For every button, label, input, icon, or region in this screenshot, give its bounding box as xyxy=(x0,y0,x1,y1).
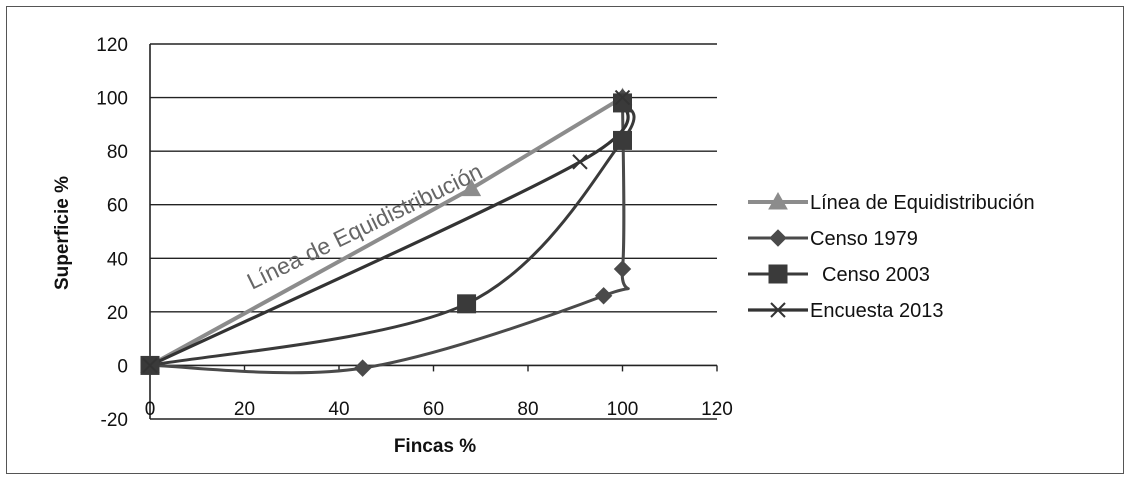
y-tick-label: 100 xyxy=(96,89,128,110)
data-point-marker xyxy=(142,357,158,374)
legend-label: Censo 1979 xyxy=(810,228,918,250)
x-tick-label: 120 xyxy=(701,399,733,420)
y-tick-label: 80 xyxy=(107,142,128,163)
legend-marker xyxy=(770,302,786,318)
series-line xyxy=(149,95,624,368)
data-point-marker xyxy=(461,178,482,197)
legend-label: Línea de Equidistribución xyxy=(810,192,1035,214)
x-tick-label: 100 xyxy=(607,399,639,420)
series-line xyxy=(149,102,636,367)
y-tick-label: 40 xyxy=(107,249,128,270)
legend-label: Censo 2003 xyxy=(822,264,930,286)
x-tick-label: 80 xyxy=(517,399,538,420)
x-tick-label: 20 xyxy=(234,399,255,420)
data-point-marker xyxy=(614,89,631,106)
legend: Línea de Equidistribución Censo 1979 Censo… xyxy=(748,191,1035,322)
legend-marker xyxy=(768,191,788,210)
tick-labels: -20 0 20 40 60 80 100 120 0 20 40 60 80 100 120 xyxy=(96,35,733,431)
y-tick-label: -20 xyxy=(101,410,128,431)
y-tick-label: 120 xyxy=(96,35,128,56)
data-point-marker xyxy=(572,154,588,170)
x-tick-label: 60 xyxy=(423,399,444,420)
legend-label: Encuesta 2013 xyxy=(810,300,943,322)
series-line xyxy=(149,96,630,367)
chart-frame xyxy=(6,6,1124,474)
series-line xyxy=(149,97,630,375)
series-group xyxy=(149,95,636,375)
x-axis-title: Fincas % xyxy=(394,436,476,457)
x-tick-label: 40 xyxy=(328,399,349,420)
y-tick-label: 20 xyxy=(107,303,128,324)
y-tick-label: 60 xyxy=(107,196,128,217)
markers-group xyxy=(140,87,633,377)
data-point-marker xyxy=(353,359,372,377)
data-point-marker xyxy=(594,287,613,305)
y-axis-title: Superficie % xyxy=(52,176,73,290)
data-point-marker xyxy=(613,130,632,150)
data-point-marker xyxy=(613,260,632,278)
data-point-marker xyxy=(457,294,477,314)
x-tick-label: 0 xyxy=(145,399,156,420)
y-tick-label: 0 xyxy=(117,356,128,377)
legend-marker xyxy=(769,229,787,247)
legend-marker xyxy=(768,264,788,284)
data-point-marker xyxy=(613,93,632,113)
